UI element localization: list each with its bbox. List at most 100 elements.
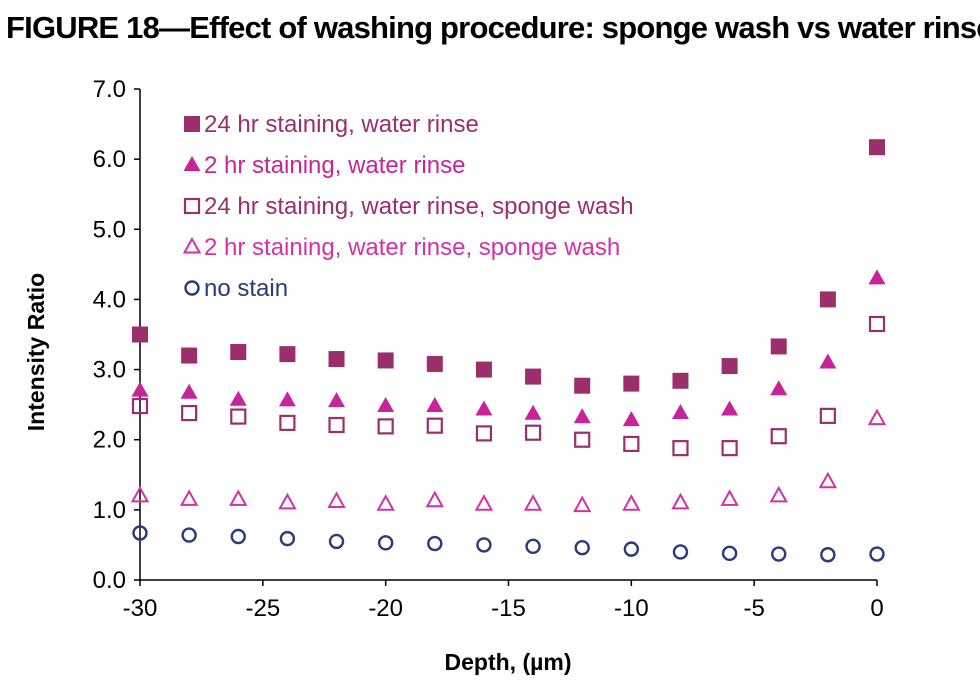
y-tick-label: 3.0 (93, 357, 126, 384)
y-axis-ticks: 0.0 1.0 2.0 3.0 4.0 5.0 6.0 7.0 (93, 76, 140, 594)
data-point (475, 425, 493, 442)
data-point (720, 489, 739, 506)
legend-label: 24 hr staining, water rinse (204, 111, 479, 138)
data-point (427, 535, 443, 552)
data-point (230, 408, 247, 425)
data-point (523, 494, 543, 511)
data-point (819, 291, 836, 308)
data-point (474, 494, 494, 511)
legend-label: no stain (204, 275, 288, 302)
figure-title: FIGURE 18—Effect of washing procedure: s… (6, 10, 980, 45)
data-point (622, 411, 640, 427)
data-point (131, 381, 149, 397)
legend-marker (183, 156, 201, 171)
data-point (868, 315, 886, 333)
x-tick-label: -20 (368, 595, 403, 622)
data-point (769, 485, 788, 503)
data-point (230, 528, 246, 545)
data-point (131, 397, 149, 415)
data-point (279, 530, 296, 547)
data-point (672, 440, 689, 457)
data-point (229, 390, 247, 406)
data-point (525, 368, 542, 385)
data-point (132, 326, 148, 343)
data-point (770, 338, 787, 355)
series-3 (131, 315, 886, 457)
x-tick-label: -5 (743, 595, 764, 622)
data-point (573, 408, 591, 424)
data-point (476, 537, 492, 553)
data-point (377, 352, 394, 369)
data-point (181, 404, 198, 422)
series-2 (131, 269, 886, 427)
x-tick-label: 0 (870, 595, 883, 622)
data-point (671, 404, 689, 420)
data-points (130, 139, 887, 563)
data-point (721, 440, 738, 457)
legend-marker (184, 280, 200, 296)
data-point (475, 361, 492, 378)
series-5 (132, 525, 885, 563)
data-point (869, 546, 885, 562)
data-point (721, 400, 739, 416)
data-point (278, 391, 296, 407)
series-4 (130, 408, 887, 513)
data-point (524, 424, 542, 441)
data-point (525, 538, 541, 555)
data-point (721, 358, 738, 375)
data-point (869, 139, 885, 156)
data-point (328, 416, 345, 434)
x-tick-label: -15 (491, 595, 526, 622)
data-point (819, 407, 836, 424)
data-point (475, 400, 493, 416)
data-point (623, 541, 640, 557)
y-tick-label: 5.0 (93, 216, 126, 243)
data-point (377, 397, 395, 413)
data-point (279, 414, 296, 431)
data-point (328, 392, 346, 408)
data-point (721, 545, 738, 562)
data-point (328, 533, 345, 550)
data-point (278, 492, 297, 510)
data-point (819, 353, 837, 369)
x-tick-label: -25 (245, 595, 280, 622)
data-point (426, 417, 443, 434)
data-point (376, 494, 395, 511)
data-point (574, 540, 590, 556)
legend-marker (184, 116, 200, 132)
data-point (770, 380, 788, 396)
data-point (181, 347, 198, 364)
data-point (230, 344, 247, 361)
data-point (130, 485, 150, 503)
y-tick-label: 4.0 (93, 286, 126, 313)
data-point (867, 408, 887, 426)
legend: 24 hr staining, water rinse 2 hr staining… (182, 111, 634, 302)
data-point (377, 535, 394, 551)
data-point (623, 375, 640, 392)
data-point (327, 491, 346, 508)
data-point (573, 495, 592, 513)
y-tick-label: 7.0 (93, 76, 126, 103)
data-point (623, 435, 640, 453)
legend-label: 2 hr staining, water rinse (204, 152, 465, 179)
data-point (672, 544, 689, 560)
data-point (132, 525, 148, 541)
legend-marker (182, 236, 202, 254)
legend-label: 24 hr staining, water rinse, sponge wash (204, 193, 634, 220)
x-axis-ticks: -30 -25 -20 -15 -10 -5 0 (123, 580, 884, 622)
data-point (671, 492, 690, 510)
data-point (672, 372, 689, 389)
y-axis-label: Intensity Ratio (23, 273, 49, 431)
y-tick-label: 6.0 (93, 146, 126, 173)
data-point (179, 489, 199, 506)
x-tick-label: -10 (614, 595, 649, 622)
data-point (425, 490, 444, 508)
data-point (574, 377, 591, 394)
legend-label: 2 hr staining, water rinse, sponge wash (204, 234, 620, 261)
data-point (820, 547, 836, 563)
x-axis-label: Depth, (µm) (445, 649, 572, 675)
y-tick-label: 0.0 (93, 567, 126, 594)
data-point (328, 351, 345, 368)
data-point (180, 383, 198, 399)
